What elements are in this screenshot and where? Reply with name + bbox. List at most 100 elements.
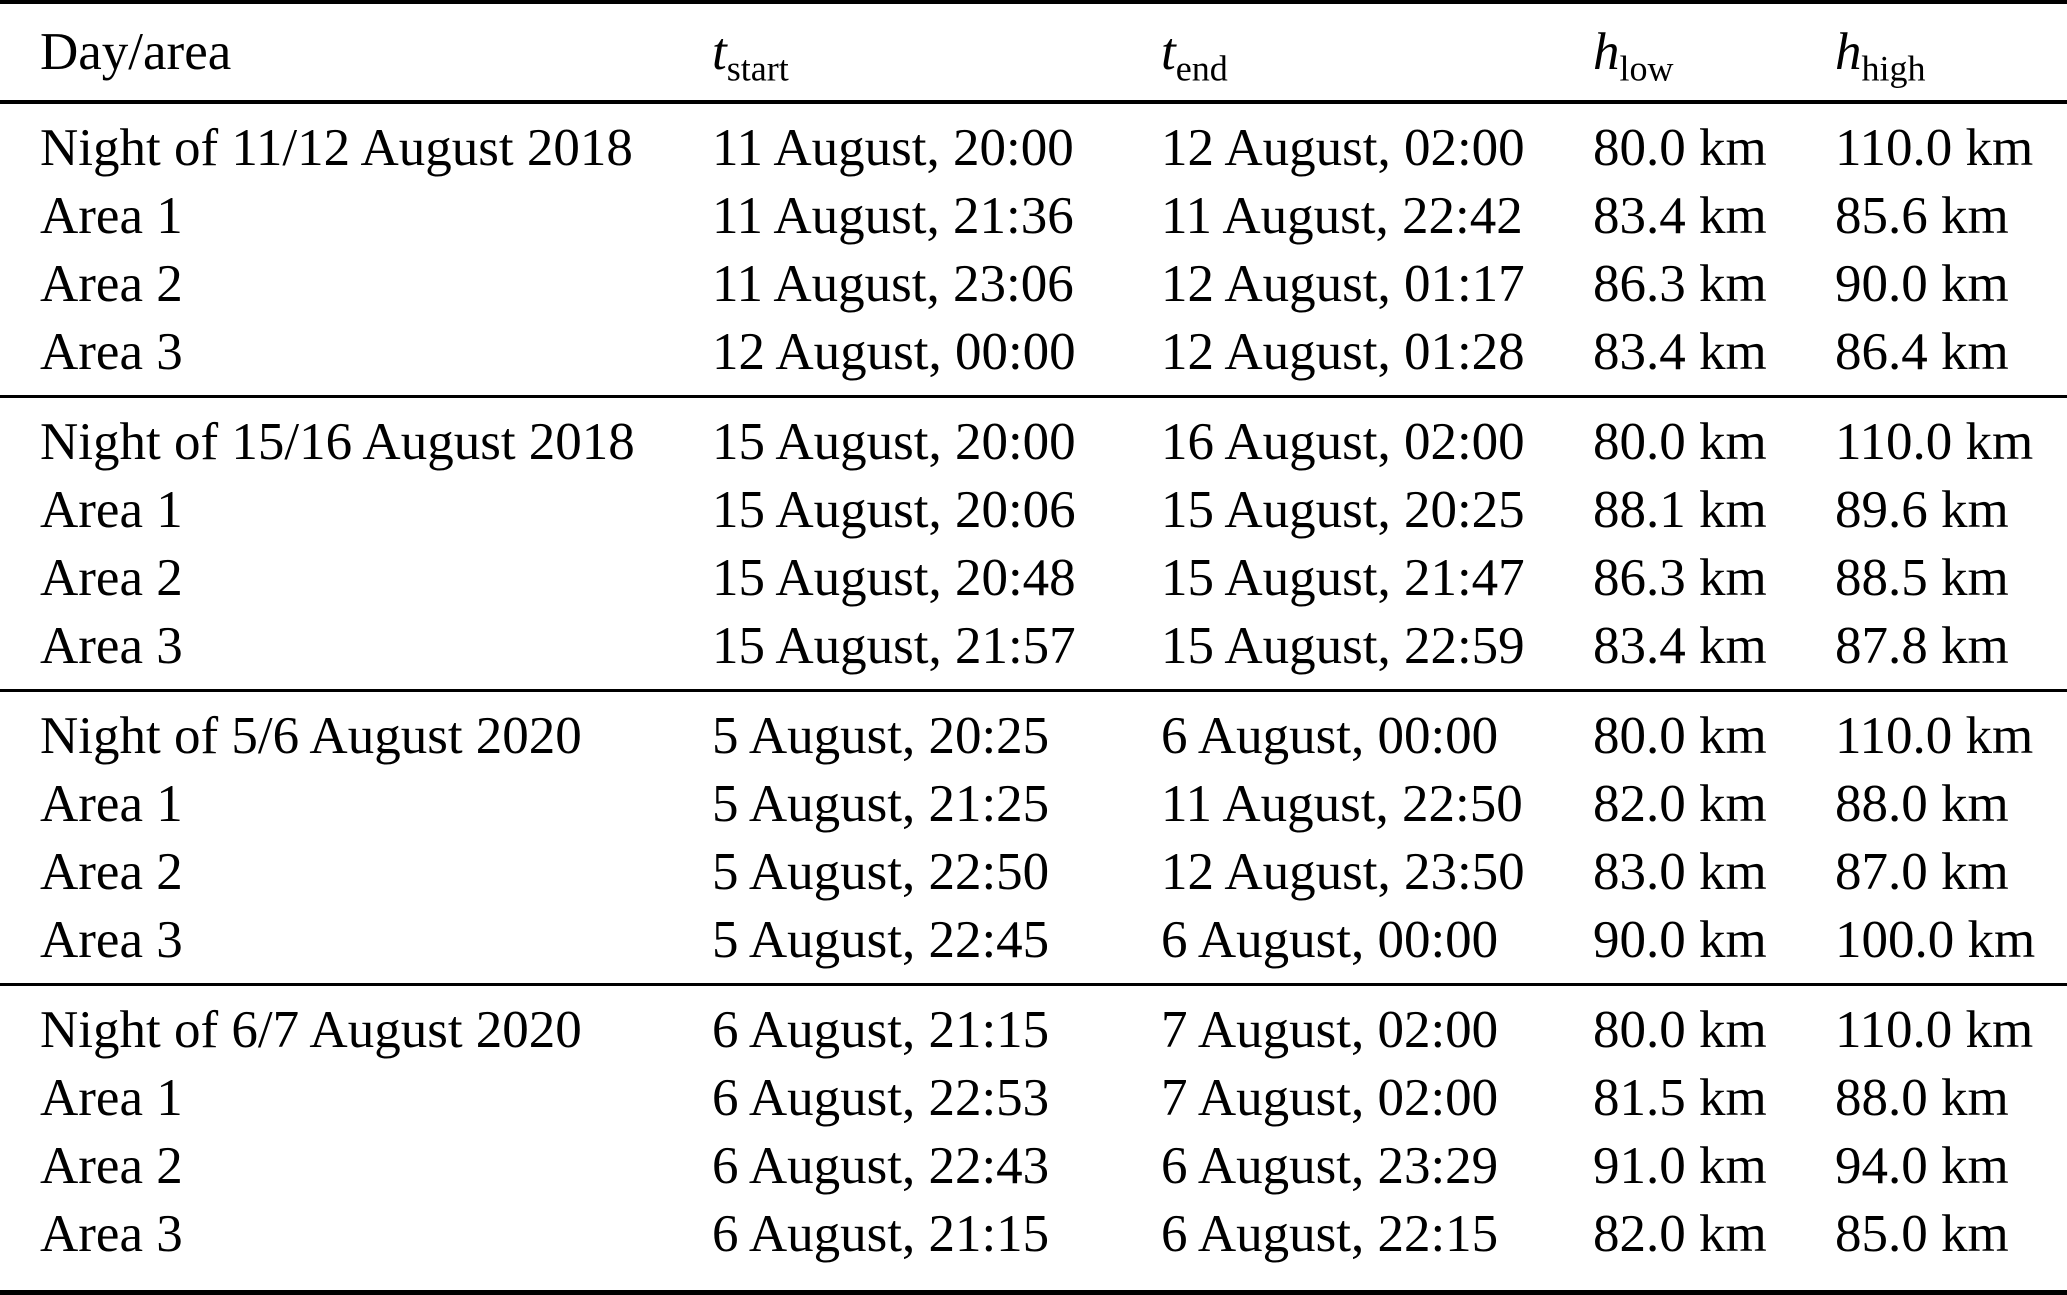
area-row: Area 2 6 August, 22:43 6 August, 23:29 91.0…	[0, 1132, 2067, 1200]
cell-h-low: 90.0 km	[1593, 911, 1767, 969]
t-end-subscript: end	[1175, 48, 1228, 89]
column-header-t-end: tend	[1161, 22, 1593, 87]
table-group: Night of 15/16 August 2018 15 August, 20:…	[0, 395, 2067, 689]
cell-h-low: 83.4 km	[1593, 323, 1767, 381]
h-low-symbol: h	[1593, 23, 1620, 81]
cell-t-start: 5 August, 22:45	[712, 911, 1050, 969]
cell-h-high: 85.6 km	[1835, 187, 2009, 245]
cell-h-low: 88.1 km	[1593, 481, 1767, 539]
area-row: Area 2 11 August, 23:06 12 August, 01:17 86…	[0, 250, 2067, 318]
column-header-t-start: tstart	[712, 22, 1161, 87]
h-high-subscript: high	[1861, 48, 1926, 89]
cell-t-end: 12 August, 23:50	[1161, 843, 1525, 901]
cell-t-end: 6 August, 22:15	[1161, 1205, 1499, 1263]
cell-h-high: 89.6 km	[1835, 481, 2009, 539]
cell-day-area: Area 1	[40, 775, 183, 833]
cell-h-high: 85.0 km	[1835, 1205, 2009, 1263]
cell-h-low: 86.3 km	[1593, 255, 1767, 313]
t-end-symbol: t	[1161, 23, 1176, 81]
cell-h-low: 80.0 km	[1593, 1001, 1767, 1059]
cell-t-start: 12 August, 00:00	[712, 323, 1076, 381]
cell-h-low: 80.0 km	[1593, 119, 1767, 177]
cell-h-low: 80.0 km	[1593, 707, 1767, 765]
cell-t-start: 5 August, 21:25	[712, 775, 1050, 833]
area-row: Area 3 15 August, 21:57 15 August, 22:59 83…	[0, 612, 2067, 680]
cell-h-high: 110.0 km	[1835, 707, 2034, 765]
t-start-subscript: start	[726, 48, 789, 89]
h-high-symbol: h	[1835, 23, 1862, 81]
cell-t-start: 11 August, 20:00	[712, 119, 1074, 177]
night-summary-row: Night of 6/7 August 2020 6 August, 21:15 7…	[0, 996, 2067, 1064]
cell-t-end: 7 August, 02:00	[1161, 1001, 1499, 1059]
cell-t-end: 6 August, 00:00	[1161, 911, 1499, 969]
cell-t-start: 15 August, 20:06	[712, 481, 1076, 539]
area-row: Area 2 15 August, 20:48 15 August, 21:47 86…	[0, 544, 2067, 612]
cell-h-high: 86.4 km	[1835, 323, 2009, 381]
cell-day-area: Area 1	[40, 481, 183, 539]
night-summary-row: Night of 5/6 August 2020 5 August, 20:25 6…	[0, 702, 2067, 770]
cell-day-area: Night of 15/16 August 2018	[40, 413, 635, 471]
cell-t-end: 12 August, 02:00	[1161, 119, 1525, 177]
cell-h-low: 86.3 km	[1593, 549, 1767, 607]
cell-h-high: 110.0 km	[1835, 413, 2034, 471]
area-row: Area 1 5 August, 21:25 11 August, 22:50 82.…	[0, 770, 2067, 838]
cell-day-area: Night of 5/6 August 2020	[40, 707, 582, 765]
cell-h-high: 94.0 km	[1835, 1137, 2009, 1195]
cell-t-end: 11 August, 22:42	[1161, 187, 1523, 245]
cell-h-high: 87.8 km	[1835, 617, 2009, 675]
h-low-subscript: low	[1619, 48, 1674, 89]
cell-h-low: 82.0 km	[1593, 1205, 1767, 1263]
cell-day-area: Area 3	[40, 617, 183, 675]
cell-h-high: 100.0 km	[1835, 911, 2036, 969]
cell-t-end: 7 August, 02:00	[1161, 1069, 1499, 1127]
cell-h-low: 81.5 km	[1593, 1069, 1767, 1127]
cell-t-end: 6 August, 23:29	[1161, 1137, 1499, 1195]
cell-h-high: 87.0 km	[1835, 843, 2009, 901]
area-row: Area 3 6 August, 21:15 6 August, 22:15 82.0…	[0, 1200, 2067, 1268]
cell-t-end: 12 August, 01:28	[1161, 323, 1525, 381]
cell-day-area: Area 1	[40, 1069, 183, 1127]
cell-t-start: 6 August, 22:53	[712, 1069, 1050, 1127]
cell-day-area: Night of 11/12 August 2018	[40, 119, 633, 177]
t-start-symbol: t	[712, 23, 727, 81]
column-header-h-high: hhigh	[1835, 22, 2067, 87]
cell-t-end: 12 August, 01:17	[1161, 255, 1525, 313]
night-summary-row: Night of 11/12 August 2018 11 August, 20:…	[0, 114, 2067, 182]
cell-t-start: 6 August, 21:15	[712, 1001, 1050, 1059]
cell-h-high: 88.5 km	[1835, 549, 2009, 607]
table-header-row: Day/area tstart tend hlow hhigh	[0, 4, 2067, 104]
cell-day-area: Area 2	[40, 549, 183, 607]
cell-t-end: 11 August, 22:50	[1161, 775, 1523, 833]
area-row: Area 1 15 August, 20:06 15 August, 20:25 88…	[0, 476, 2067, 544]
cell-t-start: 15 August, 20:48	[712, 549, 1076, 607]
cell-h-high: 88.0 km	[1835, 1069, 2009, 1127]
cell-h-high: 110.0 km	[1835, 1001, 2034, 1059]
cell-day-area: Area 2	[40, 1137, 183, 1195]
area-row: Area 2 5 August, 22:50 12 August, 23:50 83.…	[0, 838, 2067, 906]
table-group: Night of 6/7 August 2020 6 August, 21:15 7…	[0, 983, 2067, 1277]
column-header-day-area: Day/area	[40, 23, 232, 81]
night-summary-row: Night of 15/16 August 2018 15 August, 20:…	[0, 408, 2067, 476]
cell-t-start: 11 August, 23:06	[712, 255, 1074, 313]
cell-h-low: 82.0 km	[1593, 775, 1767, 833]
cell-t-start: 5 August, 22:50	[712, 843, 1050, 901]
cell-t-start: 11 August, 21:36	[712, 187, 1074, 245]
cell-t-start: 6 August, 22:43	[712, 1137, 1050, 1195]
cell-h-low: 83.0 km	[1593, 843, 1767, 901]
area-row: Area 1 11 August, 21:36 11 August, 22:42 83…	[0, 182, 2067, 250]
cell-t-end: 6 August, 00:00	[1161, 707, 1499, 765]
table-body: Night of 11/12 August 2018 11 August, 20:…	[0, 104, 2067, 1277]
cell-h-low: 83.4 km	[1593, 187, 1767, 245]
cell-day-area: Area 2	[40, 843, 183, 901]
cell-day-area: Area 3	[40, 911, 183, 969]
cell-t-end: 15 August, 22:59	[1161, 617, 1525, 675]
cell-h-low: 80.0 km	[1593, 413, 1767, 471]
table-group: Night of 11/12 August 2018 11 August, 20:…	[0, 104, 2067, 395]
cell-t-start: 5 August, 20:25	[712, 707, 1050, 765]
cell-h-low: 91.0 km	[1593, 1137, 1767, 1195]
cell-t-end: 15 August, 20:25	[1161, 481, 1525, 539]
area-row: Area 1 6 August, 22:53 7 August, 02:00 81.5…	[0, 1064, 2067, 1132]
cell-t-start: 6 August, 21:15	[712, 1205, 1050, 1263]
cell-day-area: Night of 6/7 August 2020	[40, 1001, 582, 1059]
